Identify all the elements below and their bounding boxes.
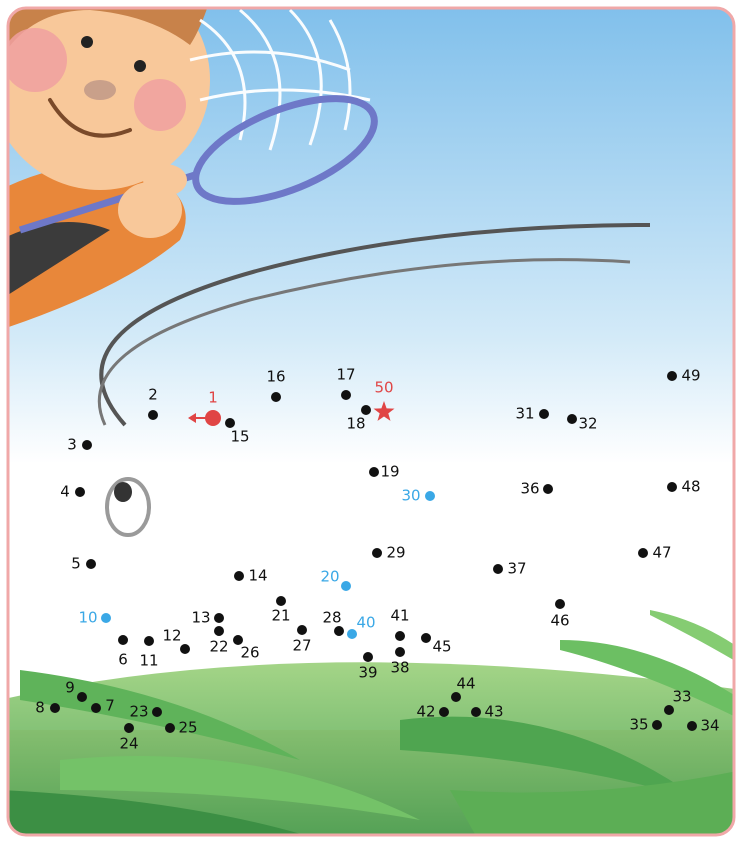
dot xyxy=(372,548,382,558)
dot-number: 18 xyxy=(346,415,365,433)
dot-number: 28 xyxy=(322,609,341,627)
dot-number: 13 xyxy=(191,609,210,627)
dot xyxy=(471,707,481,717)
start-dot xyxy=(205,410,221,426)
dot-number: 21 xyxy=(271,607,290,625)
dot xyxy=(341,581,351,591)
dot xyxy=(225,418,235,428)
dot xyxy=(567,414,577,424)
dot xyxy=(341,390,351,400)
dot xyxy=(75,487,85,497)
dot xyxy=(334,626,344,636)
dot-number: 2 xyxy=(148,386,158,404)
dot xyxy=(101,613,111,623)
dot xyxy=(214,613,224,623)
dot xyxy=(82,440,92,450)
dot xyxy=(638,548,648,558)
dot xyxy=(451,692,461,702)
dot-number: 36 xyxy=(520,480,539,498)
dot-number: 24 xyxy=(119,735,138,753)
dot xyxy=(555,599,565,609)
dot xyxy=(271,392,281,402)
dot-number: 43 xyxy=(484,703,503,721)
dot-number: 44 xyxy=(456,675,475,693)
dot xyxy=(363,652,373,662)
dot-number: 35 xyxy=(629,716,648,734)
dot xyxy=(652,720,662,730)
dot xyxy=(276,596,286,606)
dot-number: 8 xyxy=(35,699,45,717)
dot xyxy=(539,409,549,419)
dot-number: 30 xyxy=(401,487,420,505)
dot xyxy=(86,559,96,569)
dot-number: 32 xyxy=(578,415,597,433)
dot-number: 1 xyxy=(208,389,218,407)
dot-number: 19 xyxy=(380,463,399,481)
dot-number: 46 xyxy=(550,612,569,630)
dot-number: 16 xyxy=(266,368,285,386)
dot-number: 31 xyxy=(515,405,534,423)
dot xyxy=(148,410,158,420)
dot-number: 45 xyxy=(432,638,451,656)
dot-number: 7 xyxy=(105,697,115,715)
dot-number: 42 xyxy=(416,703,435,721)
dot xyxy=(91,703,101,713)
dot-number: 48 xyxy=(681,478,700,496)
dot-number: 4 xyxy=(60,483,70,501)
dot-number: 14 xyxy=(248,567,267,585)
dot-number: 6 xyxy=(118,651,128,669)
dot-number: 29 xyxy=(386,544,405,562)
dot xyxy=(395,647,405,657)
dot xyxy=(144,636,154,646)
dot-number: 11 xyxy=(139,652,158,670)
dot-number: 41 xyxy=(390,607,409,625)
dot-number: 25 xyxy=(178,719,197,737)
dot xyxy=(439,707,449,717)
dot-number: 39 xyxy=(358,664,377,682)
dot xyxy=(180,644,190,654)
dot xyxy=(667,482,677,492)
dot-number: 22 xyxy=(209,638,228,656)
dot-number: 9 xyxy=(65,679,75,697)
dot xyxy=(369,467,379,477)
dot xyxy=(361,405,371,415)
dot xyxy=(50,703,60,713)
dot xyxy=(77,692,87,702)
dot-number: 38 xyxy=(390,659,409,677)
dot xyxy=(421,633,431,643)
dot xyxy=(152,707,162,717)
dot-number: 3 xyxy=(67,436,77,454)
dot xyxy=(395,631,405,641)
dot-number: 17 xyxy=(336,366,355,384)
dot-number: 33 xyxy=(672,688,691,706)
dot-number: 37 xyxy=(507,560,526,578)
dot xyxy=(687,721,697,731)
dot xyxy=(425,491,435,501)
dot-number: 27 xyxy=(292,637,311,655)
dot-number: 47 xyxy=(652,544,671,562)
dot-number: 40 xyxy=(356,614,375,632)
dot xyxy=(664,705,674,715)
dot-to-dot-puzzle: 1234567891011121314151617181920212223242… xyxy=(0,0,742,843)
dot-number: 5 xyxy=(71,555,81,573)
dot xyxy=(165,723,175,733)
dot-number: 23 xyxy=(129,703,148,721)
dot-number: 50 xyxy=(374,379,393,397)
dot xyxy=(118,635,128,645)
dot-number: 12 xyxy=(162,627,181,645)
dot-number: 34 xyxy=(700,717,719,735)
dot xyxy=(234,571,244,581)
dot xyxy=(297,625,307,635)
dot-number: 26 xyxy=(240,644,259,662)
dot-number: 20 xyxy=(320,568,339,586)
dot xyxy=(543,484,553,494)
dot-number: 10 xyxy=(78,609,97,627)
dot xyxy=(124,723,134,733)
dot xyxy=(667,371,677,381)
dot xyxy=(493,564,503,574)
dot-number: 49 xyxy=(681,367,700,385)
dot xyxy=(214,626,224,636)
dot-number: 15 xyxy=(230,428,249,446)
